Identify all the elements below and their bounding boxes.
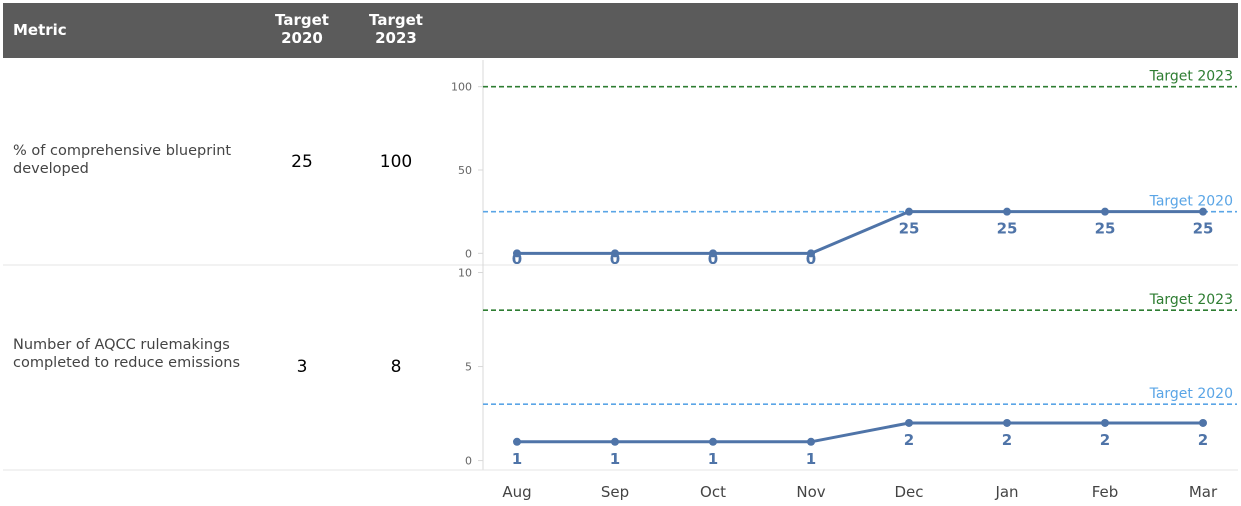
- metric-name: Number of AQCC rulemakings completed to …: [13, 337, 240, 371]
- data-label: 0: [610, 250, 620, 268]
- y-tick-label: 100: [451, 81, 472, 94]
- series-line: [517, 421, 1203, 444]
- header-cell: Target 2023: [369, 11, 423, 47]
- data-point: [1101, 207, 1109, 216]
- target-2020-value: 3: [296, 357, 308, 377]
- x-tick-label: Nov: [796, 483, 825, 501]
- data-point: [807, 249, 815, 258]
- data-point: [1003, 207, 1011, 216]
- data-label: 2: [1100, 431, 1110, 449]
- data-point: [611, 437, 619, 446]
- x-tick-label: Dec: [894, 483, 923, 501]
- x-tick-label: Jan: [994, 483, 1018, 501]
- data-label: 1: [610, 450, 620, 468]
- data-label: 25: [1095, 220, 1116, 238]
- y-tick-label: 5: [465, 361, 472, 374]
- data-label: 2: [1002, 431, 1012, 449]
- data-label: 2: [904, 431, 914, 449]
- reference-label: Target 2020: [1149, 386, 1233, 402]
- data-point: [1101, 418, 1109, 427]
- data-point: [513, 249, 521, 258]
- data-label: 25: [1193, 220, 1214, 238]
- data-point: [905, 207, 913, 216]
- data-label: 25: [997, 220, 1018, 238]
- reference-label: Target 2023: [1149, 69, 1233, 85]
- data-point: [1003, 418, 1011, 427]
- data-point: [1199, 207, 1207, 216]
- target-2023-value: 100: [379, 152, 413, 172]
- header-cell: Metric: [13, 21, 67, 39]
- data-label: 2: [1198, 431, 1208, 449]
- header-bar: Metric Target 2020 Target 2023: [3, 3, 1238, 58]
- y-tick-label: 0: [465, 247, 472, 260]
- data-label: 1: [708, 450, 718, 468]
- reference-label: Target 2023: [1149, 292, 1233, 308]
- data-label: 0: [708, 250, 718, 268]
- metric-name: % of comprehensive blueprint developed: [13, 143, 232, 177]
- y-tick-label: 10: [458, 267, 472, 280]
- data-label: 1: [512, 450, 522, 468]
- x-tick-label: Sep: [601, 483, 629, 501]
- x-tick-label: Oct: [700, 483, 726, 501]
- y-tick-label: 0: [465, 455, 472, 468]
- target-2023-value: 8: [390, 357, 402, 377]
- data-point: [807, 437, 815, 446]
- header-cell: Target 2020: [275, 11, 329, 47]
- series-line: [517, 210, 1203, 255]
- x-tick-label: Aug: [502, 483, 531, 501]
- data-label: 0: [806, 250, 816, 268]
- data-point: [611, 249, 619, 258]
- x-tick-label: Feb: [1092, 483, 1119, 501]
- data-label: 0: [512, 250, 522, 268]
- reference-label: Target 2020: [1149, 194, 1233, 210]
- data-point: [513, 437, 521, 446]
- y-tick-label: 50: [458, 164, 472, 177]
- target-2020-value: 25: [291, 152, 313, 172]
- x-tick-label: Mar: [1189, 483, 1218, 501]
- data-point: [709, 249, 717, 258]
- data-point: [905, 418, 913, 427]
- data-point: [1199, 418, 1207, 427]
- data-point: [709, 437, 717, 446]
- data-label: 1: [806, 450, 816, 468]
- data-label: 25: [899, 220, 920, 238]
